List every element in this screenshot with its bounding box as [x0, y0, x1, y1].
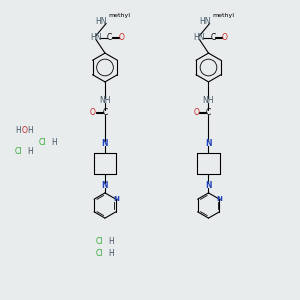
Text: NH: NH — [203, 96, 214, 105]
Text: N: N — [205, 181, 212, 190]
Text: methyl: methyl — [109, 13, 130, 18]
Text: H: H — [27, 147, 33, 156]
Text: C: C — [206, 108, 211, 117]
Text: Cl: Cl — [15, 147, 22, 156]
Text: methyl: methyl — [212, 13, 234, 18]
Text: HN: HN — [194, 33, 205, 42]
Text: H: H — [108, 237, 114, 246]
Text: HN: HN — [199, 16, 211, 26]
Text: Cl: Cl — [96, 237, 103, 246]
Text: N: N — [102, 181, 108, 190]
Text: O: O — [22, 126, 28, 135]
Text: N: N — [205, 139, 212, 148]
Text: O: O — [194, 108, 200, 117]
Text: H: H — [15, 126, 21, 135]
Text: H: H — [108, 249, 114, 258]
Text: C: C — [210, 33, 216, 42]
Text: O: O — [222, 33, 228, 42]
Text: O: O — [118, 33, 124, 42]
Text: H: H — [28, 126, 33, 135]
Text: N: N — [113, 196, 119, 202]
Text: HN: HN — [96, 16, 107, 26]
Text: Cl: Cl — [96, 249, 103, 258]
Text: N: N — [217, 196, 222, 202]
Text: C: C — [107, 33, 112, 42]
Text: Cl: Cl — [39, 138, 46, 147]
Text: C: C — [102, 108, 108, 117]
Text: N: N — [102, 139, 108, 148]
Text: O: O — [90, 108, 96, 117]
Text: NH: NH — [99, 96, 111, 105]
Text: HN: HN — [90, 33, 102, 42]
Text: H: H — [51, 138, 57, 147]
